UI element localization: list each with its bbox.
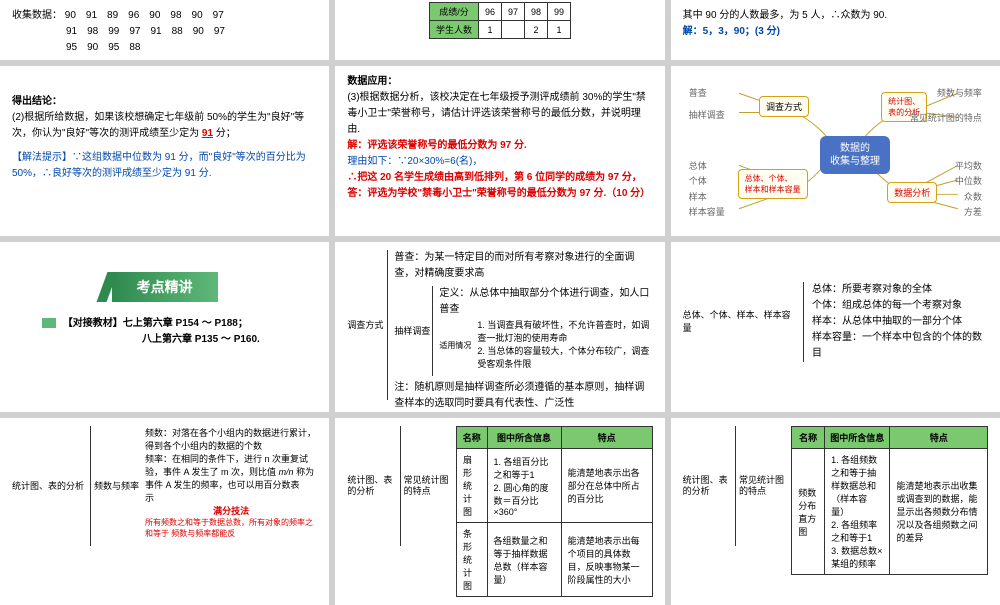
pop-side: 总体、个体、样本、样本容量	[683, 282, 797, 362]
mm-l5: 众数	[964, 190, 982, 203]
a2: 2. 当总体的容量较大，个体分布较广，调查受客观条件限	[477, 344, 652, 370]
score-hdr: 成绩/分	[429, 3, 478, 21]
cell-r3c3: 总体、个体、样本、样本容量 总体：所要考察对象的全体 个体：组成总体的每一个考察…	[671, 242, 1000, 412]
mm-g4: 数据分析	[887, 182, 937, 203]
mm-center: 数据的 收集与整理	[820, 136, 890, 174]
chart-table-1: 名称图中所含信息特点 扇形统计图1. 各组百分比之和等于1 2. 圆心角的度数＝…	[456, 426, 653, 597]
cell-r1c3: 其中 90 分的人数最多，为 5 人，∴众数为 90. 解：5，3，90；(3 …	[671, 0, 1000, 60]
cell-r4c2: 统计图、表的分析 常见统计图的特点 名称图中所含信息特点 扇形统计图1. 各组百…	[335, 418, 664, 605]
conclusion-label: 得出结论：	[12, 94, 317, 110]
q2-text: (2)根据所给数据，如果该校想确定七年级前 50%的学生为"良好"等次，你认为"…	[12, 112, 304, 139]
cell-r2c2: 数据应用： (3)根据数据分析，该校决定在七年级授予测评成绩前 30%的学生"禁…	[335, 66, 664, 236]
app-lbl: 适用情况	[439, 318, 471, 373]
ref2: 八上第六章 P135 ～ P160.	[12, 332, 317, 348]
mm-l1: 频数与频率	[937, 86, 982, 99]
mm-n6: 样本容量	[689, 205, 725, 218]
mm-l2: 常见统计图的特点	[910, 111, 982, 124]
r4c3-sub: 常见统计图的特点	[735, 426, 785, 546]
mm-g1: 调查方式	[759, 96, 809, 117]
count-hdr: 学生人数	[429, 21, 478, 39]
cell-r4c1: 统计图、表的分析 频数与频率 频数：对落在各个小组内的数据进行累计，得到各个小组…	[0, 418, 329, 605]
q3-text: (3)根据数据分析，该校决定在七年级授予测评成绩前 30%的学生"禁毒小卫士"荣…	[347, 90, 652, 138]
b3: 样本：从总体中抽取的一部分个体	[812, 314, 988, 330]
mm-l6: 方差	[964, 205, 982, 218]
mm-g2: 总体、个体、 样本和样本容量	[738, 169, 808, 199]
mm-n5: 样本	[689, 190, 707, 203]
cell-r1c1: 收集数据： 90 91 89 96 90 98 90 97 91 98 99 9…	[0, 0, 329, 60]
freq: 频数：对落在各个小组内的数据进行累计，得到各个小组内的数据的个数	[145, 426, 317, 452]
b4: 样本容量：一个样本中包含的个体的数目	[812, 330, 988, 362]
census-text: 普查：为某一特定目的而对所有考察对象进行的全面调查，对精确度要求高	[394, 250, 652, 282]
q2-suffix: 分；	[216, 128, 236, 139]
cell-r3c1: 考点精讲 【对接教材】七上第六章 P154 ～ P188； 八上第六章 P135…	[0, 242, 329, 412]
chart-table-2: 名称图中所含信息特点 频数分布直方图1. 各组频数之和等于抽样数据总和（样本容量…	[791, 426, 988, 575]
score-table: 成绩/分 96979899 学生人数 121	[429, 2, 571, 39]
book-icon	[42, 318, 56, 328]
answer-text: 解：5，3，90；(3 分)	[683, 24, 988, 40]
rate3: 示	[145, 491, 317, 504]
banner: 考点精讲	[112, 272, 218, 302]
note: 注：随机原则是抽样调查所必须遵循的基本原则，抽样调查样本的选取同时要具有代表性、…	[394, 380, 652, 412]
ref1: 【对接教材】七上第六章 P154 ～ P188；	[63, 318, 248, 329]
q3-ans: 解：评选该荣誉称号的最低分数为 97 分.	[347, 138, 652, 154]
mm-n1: 普查	[689, 86, 707, 99]
cell-r1c2: 成绩/分 96979899 学生人数 121	[335, 0, 664, 60]
cell-r3c2: 调查方式 普查：为某一特定目的而对所有考察对象进行的全面调查，对精确度要求高 抽…	[335, 242, 664, 412]
mm-n4: 个体	[689, 174, 707, 187]
data-row-2: 95 90 95 88	[12, 40, 317, 56]
survey-side: 调查方式	[347, 250, 388, 400]
cell-r4c3: 统计图、表的分析 常见统计图的特点 名称图中所含信息特点 频数分布直方图1. 各…	[671, 418, 1000, 605]
mindmap: 数据的 收集与整理 调查方式 总体、个体、 样本和样本容量 统计图、 表的分析 …	[683, 74, 988, 228]
r4c3-side: 统计图、表的分析	[683, 426, 729, 546]
def-text: 定义：从总体中抽取部分个体进行调查，如人口普查	[439, 286, 652, 318]
q2-answer: 91	[202, 128, 213, 139]
b2: 个体：组成总体的每一个考察对象	[812, 298, 988, 314]
mm-l4: 中位数	[955, 174, 982, 187]
q3-reason2: ∴把这 20 名学生成绩由高到低排列，第 6 位同学的成绩为 97 分，答：评选…	[347, 170, 652, 202]
sample-label: 抽样调查	[394, 286, 433, 376]
r4c1-sub: 频数与频率	[90, 426, 139, 546]
r4c1-side: 统计图、表的分析	[12, 426, 84, 546]
cell-r2c3: 数据的 收集与整理 调查方式 总体、个体、 样本和样本容量 统计图、 表的分析 …	[671, 66, 1000, 236]
mode-text: 其中 90 分的人数最多，为 5 人，∴众数为 90.	[683, 8, 988, 24]
b1: 总体：所要考察对象的全体	[812, 282, 988, 298]
mm-n2: 抽样调查	[689, 108, 725, 121]
note2: 频数与频率都能反	[171, 529, 235, 538]
collect-label: 收集数据：	[12, 10, 62, 21]
hint-text: 【解法提示】∵这组数据中位数为 91 分，而"良好"等次的百分比为 50%，∴良…	[12, 150, 317, 182]
mm-l3: 平均数	[955, 159, 982, 172]
a1: 1. 当调查具有破坏性，不允许普查时，如调查一批灯泡的使用寿命	[477, 318, 652, 344]
mm-n3: 总体	[689, 159, 707, 172]
q3-reason1: 理由如下：∵20×30%=6(名)，	[347, 154, 652, 170]
r4c2-side: 统计图、表的分析	[347, 426, 393, 546]
cell-r2c1: 得出结论： (2)根据所给数据，如果该校想确定七年级前 50%的学生为"良好"等…	[0, 66, 329, 236]
data-row-1: 91 98 99 97 91 88 90 97	[12, 24, 317, 40]
data-row-0: 90 91 89 96 90 98 90 97	[65, 10, 224, 21]
app-label: 数据应用：	[347, 74, 652, 90]
fill: 满分技法	[145, 504, 317, 517]
r4c2-sub: 常见统计图的特点	[400, 426, 450, 546]
